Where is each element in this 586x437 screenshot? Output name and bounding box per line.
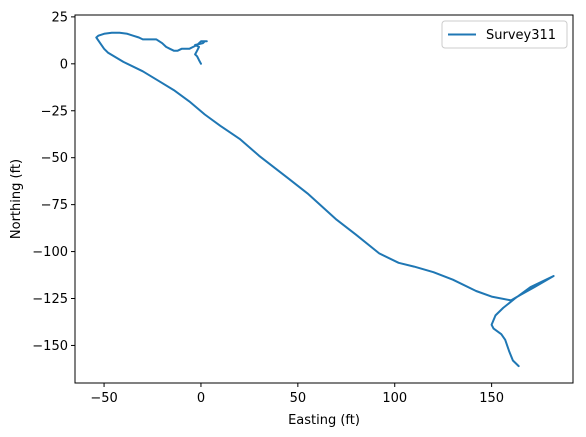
x-tick-label: 0: [197, 391, 205, 406]
y-tick-label: −25: [41, 104, 68, 119]
x-tick-label: −50: [90, 391, 117, 406]
legend-label: Survey311: [486, 28, 556, 43]
y-axis-label: Northing (ft): [9, 159, 24, 239]
y-tick-label: −50: [41, 151, 68, 166]
x-axis-label: Easting (ft): [288, 413, 360, 428]
y-tick-label: 25: [51, 10, 68, 25]
x-tick-label: 150: [479, 391, 504, 406]
plot-area: [75, 15, 573, 383]
y-tick-label: −150: [32, 339, 68, 354]
legend: Survey311: [441, 20, 568, 49]
x-axis-ticks: −50 0 50 100 150: [90, 383, 504, 406]
series-layer: [95, 31, 555, 368]
x-tick-label: 50: [290, 391, 307, 406]
axes-frame: [74, 14, 574, 384]
y-tick-label: −100: [32, 245, 68, 260]
series-line-survey311: [95, 31, 555, 368]
y-tick-label: −125: [32, 292, 68, 307]
legend-box: [441, 20, 568, 49]
y-tick-label: −75: [41, 198, 68, 213]
x-tick-label: 100: [382, 391, 407, 406]
y-axis-ticks: 25 0 −25 −50 −75 −100 −125 −150: [32, 10, 75, 354]
y-tick-label: 0: [60, 57, 68, 72]
